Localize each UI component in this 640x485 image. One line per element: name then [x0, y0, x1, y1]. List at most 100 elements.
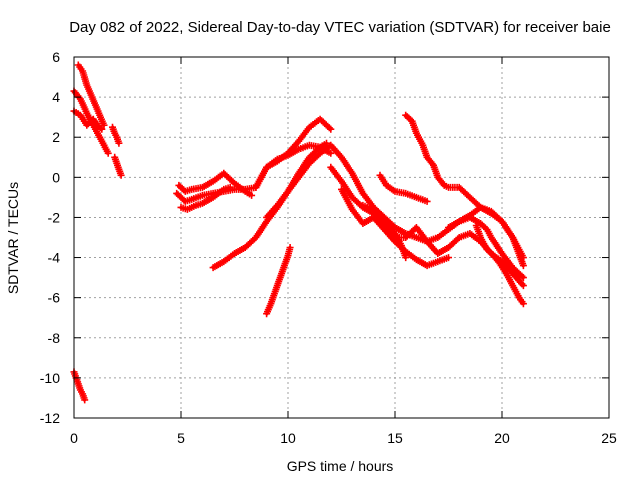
data-point — [436, 260, 440, 264]
data-point — [100, 127, 104, 131]
data-point — [81, 69, 85, 73]
data-point — [243, 189, 247, 193]
data-point — [106, 151, 110, 155]
data-point — [275, 203, 279, 207]
data-point — [504, 272, 508, 276]
y-tick-label: -4 — [48, 250, 61, 266]
data-point — [425, 240, 429, 243]
data-point — [265, 165, 269, 169]
data-point — [521, 256, 525, 260]
data-point — [85, 111, 89, 115]
data-point — [200, 201, 204, 205]
data-point — [479, 236, 483, 239]
data-point — [102, 123, 106, 127]
data-point — [286, 189, 290, 193]
data-point — [517, 296, 521, 300]
series-t12 — [263, 244, 294, 318]
data-point — [414, 131, 418, 135]
chart-title: Day 082 of 2022, Sidereal Day-to-day VTE… — [69, 19, 611, 36]
data-point — [307, 143, 311, 147]
data-point — [414, 236, 418, 239]
data-point — [254, 185, 258, 189]
y-tick-label: -2 — [48, 209, 61, 225]
data-point — [350, 195, 354, 199]
y-tick-label: -12 — [40, 410, 60, 426]
data-point — [194, 203, 198, 207]
plot-frame — [73, 56, 610, 419]
data-point — [307, 125, 311, 129]
data-point — [183, 199, 187, 203]
data-point — [489, 211, 493, 215]
data-point — [382, 220, 386, 223]
data-point — [85, 123, 89, 127]
data-point — [78, 388, 82, 392]
series-t17 — [402, 111, 527, 262]
series-t20 — [472, 222, 527, 308]
series-t16 — [359, 201, 410, 262]
data-point — [372, 215, 376, 219]
data-point — [511, 284, 515, 288]
data-point — [318, 151, 322, 155]
data-point — [521, 284, 525, 288]
data-point — [273, 290, 277, 294]
data-point — [265, 215, 269, 219]
data-point — [211, 179, 215, 183]
data-point — [350, 207, 354, 211]
data-point — [436, 252, 440, 255]
data-point — [414, 258, 418, 262]
data-point — [329, 143, 333, 147]
data-point — [500, 252, 504, 255]
data-point — [307, 155, 311, 159]
data-point — [115, 135, 119, 139]
y-tick-label: 6 — [52, 49, 60, 65]
series-t5 — [111, 153, 125, 179]
y-tick-label: -8 — [48, 330, 61, 346]
data-point — [378, 173, 382, 177]
data-point — [340, 179, 343, 183]
x-tick-label: 5 — [177, 430, 185, 446]
data-point — [382, 228, 386, 231]
y-tick-label: -10 — [40, 370, 60, 386]
data-point — [404, 236, 408, 239]
grid-lines — [74, 57, 609, 418]
data-point — [89, 93, 93, 97]
data-point — [200, 185, 204, 189]
data-point — [211, 266, 215, 270]
data-point — [350, 171, 354, 175]
data-point — [113, 131, 117, 135]
data-point — [521, 264, 525, 268]
data-point — [83, 398, 87, 402]
data-point — [457, 220, 461, 223]
data-point — [384, 183, 388, 187]
data-point — [179, 205, 183, 209]
data-point — [325, 141, 328, 145]
series-t4 — [109, 123, 123, 147]
data-point — [479, 222, 483, 225]
data-point — [96, 123, 99, 127]
data-point — [297, 147, 301, 151]
data-point — [98, 113, 102, 117]
data-point — [307, 161, 311, 165]
data-point — [76, 382, 80, 386]
y-tick-label: -6 — [48, 290, 61, 306]
data-point — [222, 187, 226, 191]
y-tick-label: 4 — [52, 89, 60, 105]
series-t18 — [376, 171, 431, 205]
data-point — [340, 155, 343, 159]
data-point — [425, 199, 429, 203]
data-point — [286, 153, 290, 157]
data-point — [468, 232, 472, 235]
x-tick-label: 15 — [387, 430, 403, 446]
y-tick-label: 0 — [52, 169, 60, 185]
data-point — [410, 119, 414, 123]
data-point — [254, 236, 258, 239]
data-point — [119, 173, 123, 177]
data-point — [361, 203, 365, 207]
data-point — [183, 189, 187, 193]
data-point — [414, 226, 418, 229]
data-point — [511, 236, 515, 239]
data-point — [318, 117, 322, 121]
data-point — [479, 205, 483, 209]
data-point — [265, 312, 269, 316]
